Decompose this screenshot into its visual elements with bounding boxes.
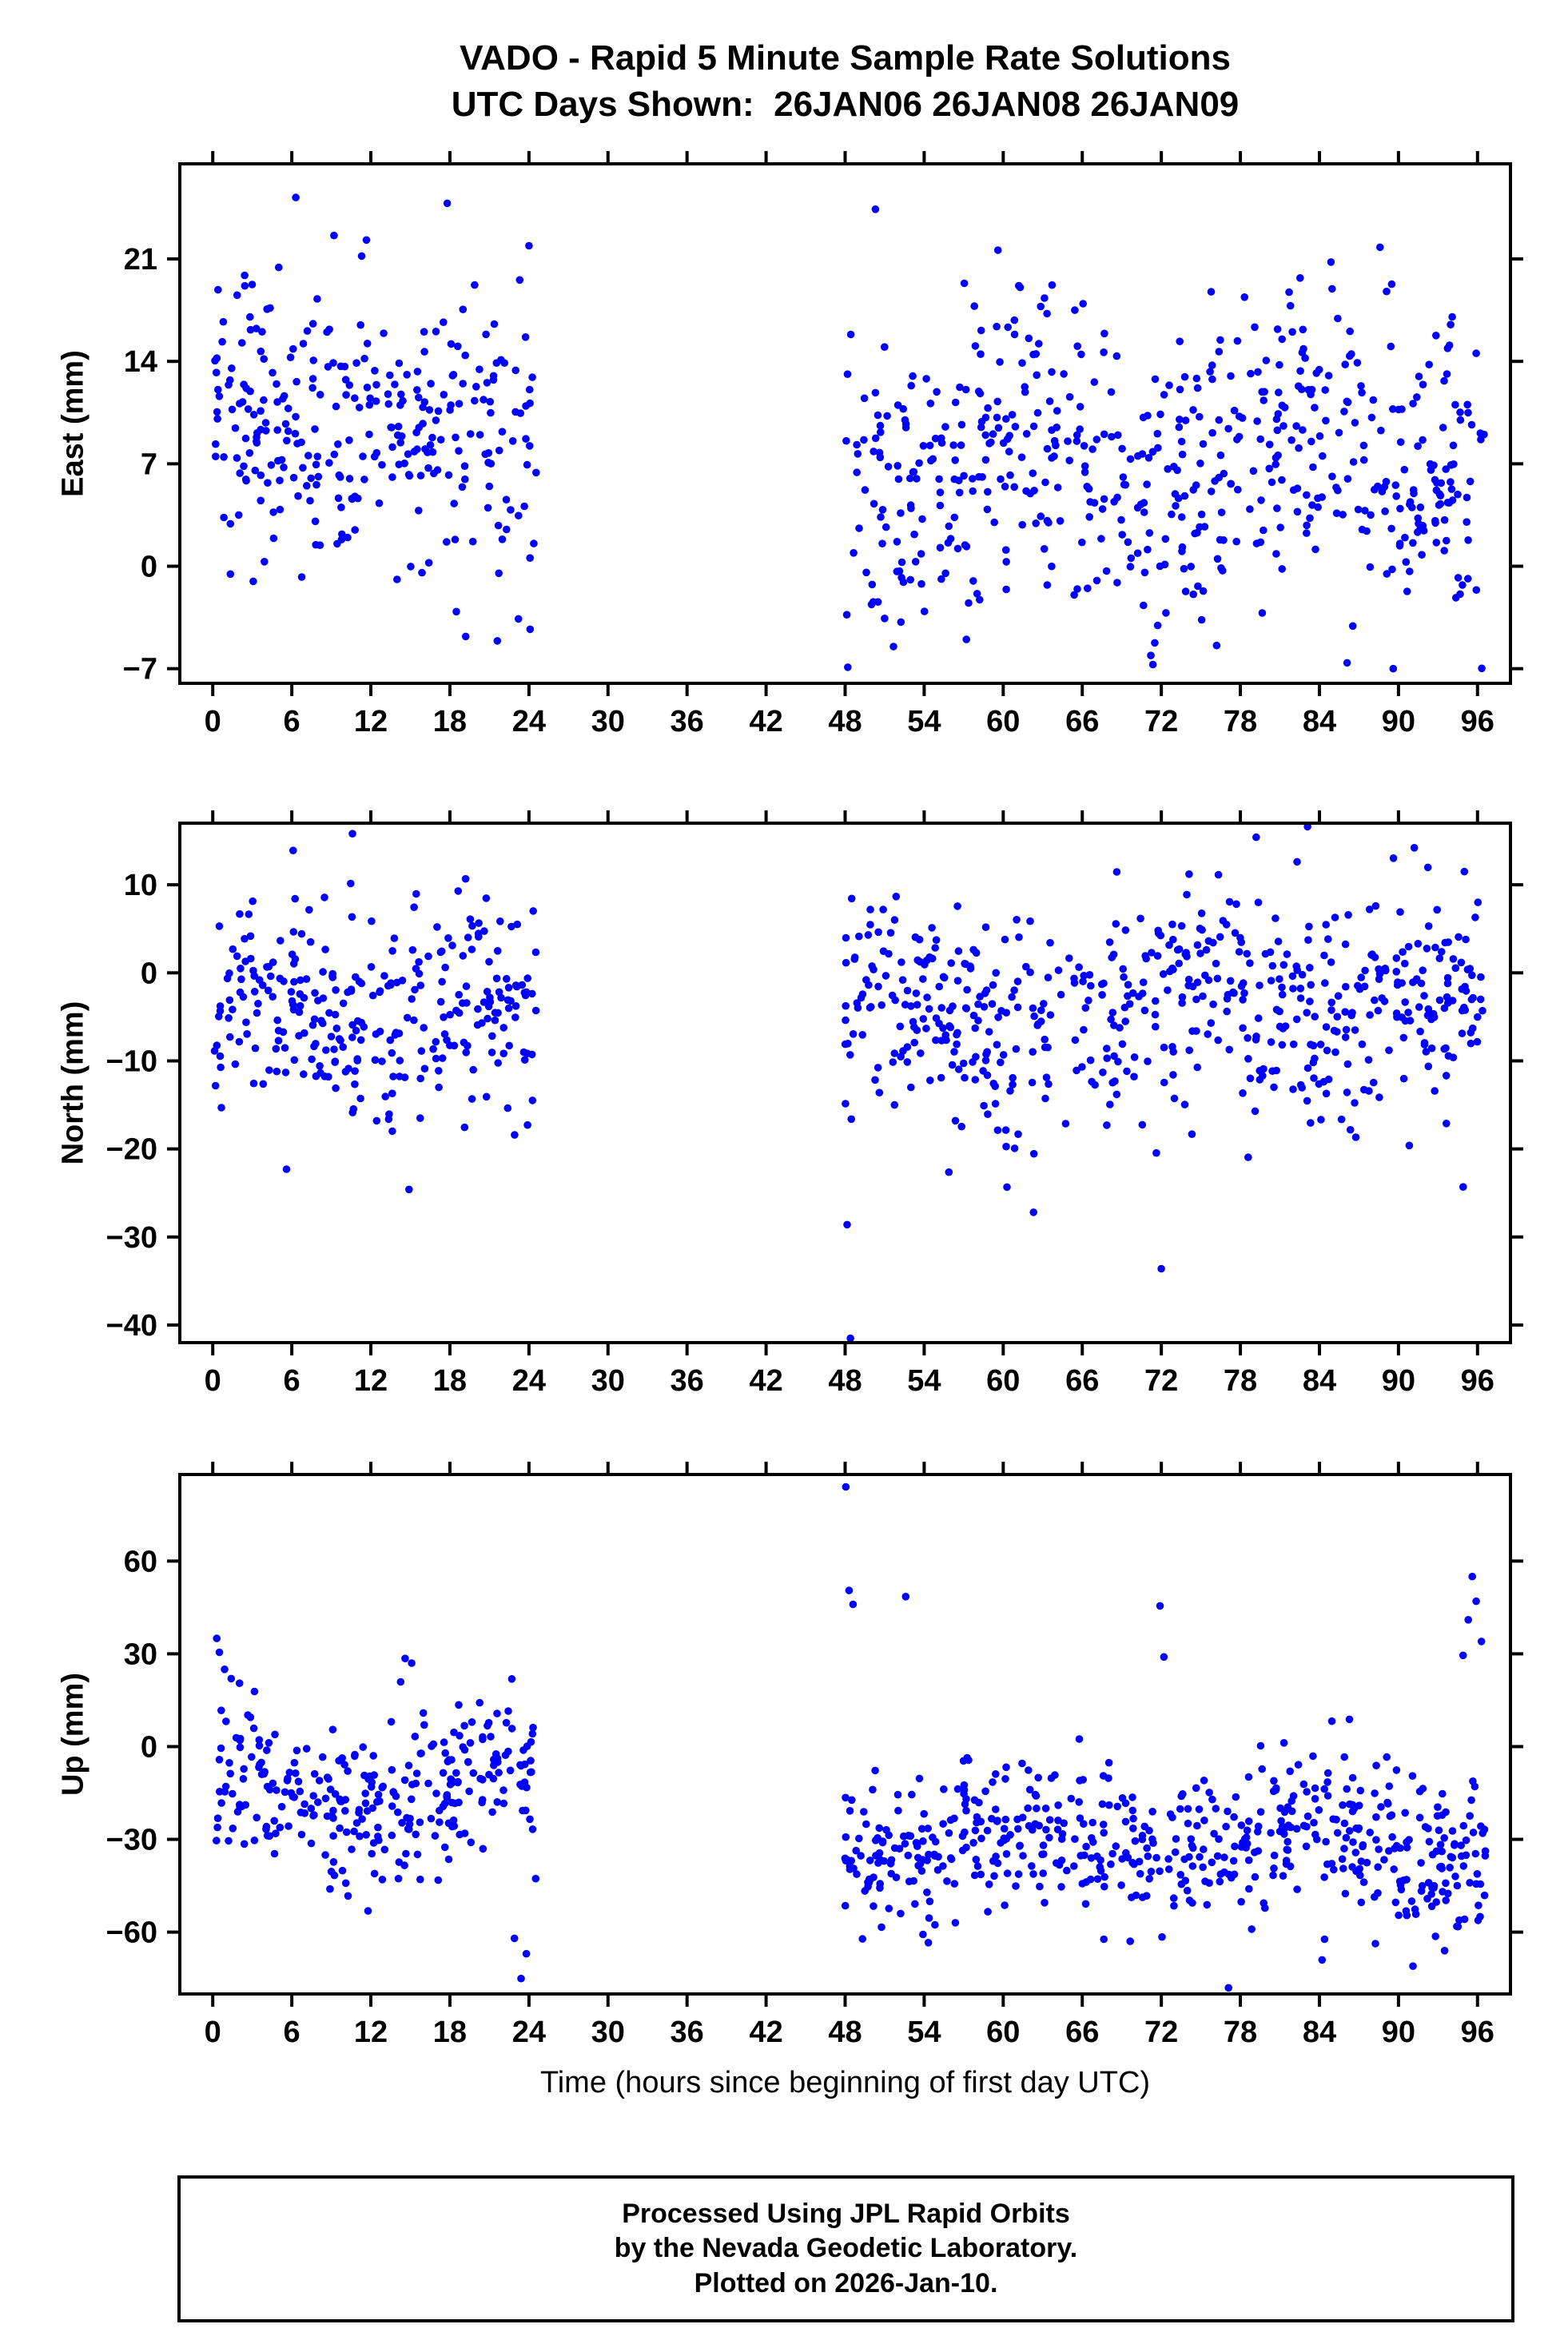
- svg-text:0: 0: [205, 705, 221, 738]
- svg-text:96: 96: [1461, 705, 1494, 738]
- svg-text:−20: −20: [106, 1133, 157, 1167]
- footer-box: Processed Using JPL Rapid Orbits by the …: [177, 2175, 1514, 2322]
- svg-text:−30: −30: [106, 1221, 157, 1255]
- svg-text:60: 60: [986, 2016, 1020, 2049]
- svg-text:42: 42: [749, 705, 782, 738]
- svg-text:−7: −7: [123, 653, 157, 686]
- svg-text:24: 24: [512, 705, 546, 738]
- svg-text:14: 14: [124, 345, 157, 379]
- chart-title-line1: VADO - Rapid 5 Minute Sample Rate Soluti…: [460, 38, 1231, 78]
- svg-text:78: 78: [1224, 2016, 1257, 2049]
- svg-text:96: 96: [1461, 2016, 1494, 2049]
- svg-text:48: 48: [828, 2016, 862, 2049]
- svg-text:60: 60: [124, 1545, 157, 1578]
- ylabel-up: Up (mm): [56, 1672, 90, 1797]
- svg-text:96: 96: [1461, 1364, 1494, 1398]
- chart-title: VADO - Rapid 5 Minute Sample Rate Soluti…: [180, 35, 1510, 128]
- footer-line2: by the Nevada Geodetic Laboratory.: [614, 2233, 1078, 2264]
- svg-text:18: 18: [433, 2016, 467, 2049]
- svg-text:−60: −60: [106, 1916, 157, 1950]
- svg-text:−40: −40: [106, 1309, 157, 1343]
- svg-text:12: 12: [354, 1364, 388, 1398]
- svg-text:42: 42: [749, 1364, 782, 1398]
- svg-text:42: 42: [749, 2016, 782, 2049]
- svg-text:6: 6: [284, 2016, 300, 2049]
- svg-text:60: 60: [986, 705, 1020, 738]
- svg-text:90: 90: [1382, 2016, 1415, 2049]
- svg-text:12: 12: [354, 705, 388, 738]
- svg-text:0: 0: [205, 2016, 221, 2049]
- svg-text:36: 36: [671, 1364, 704, 1398]
- svg-text:10: 10: [124, 869, 157, 902]
- svg-text:6: 6: [284, 705, 300, 738]
- svg-text:72: 72: [1144, 2016, 1178, 2049]
- svg-text:84: 84: [1303, 1364, 1336, 1398]
- ylabel-east: East (mm): [56, 350, 90, 497]
- svg-text:54: 54: [907, 2016, 941, 2049]
- svg-text:54: 54: [907, 1364, 941, 1398]
- svg-text:48: 48: [828, 705, 862, 738]
- svg-text:24: 24: [512, 2016, 546, 2049]
- svg-text:21: 21: [124, 243, 157, 277]
- svg-text:90: 90: [1382, 1364, 1415, 1398]
- svg-text:90: 90: [1382, 705, 1415, 738]
- svg-text:78: 78: [1224, 1364, 1257, 1398]
- svg-text:36: 36: [671, 2016, 704, 2049]
- svg-text:−30: −30: [106, 1824, 157, 1857]
- svg-text:24: 24: [512, 1364, 546, 1398]
- svg-text:48: 48: [828, 1364, 862, 1398]
- svg-text:36: 36: [671, 705, 704, 738]
- svg-text:54: 54: [907, 705, 941, 738]
- x-axis-label: Time (hours since beginning of first day…: [539, 2066, 1151, 2099]
- svg-text:0: 0: [141, 1730, 157, 1764]
- svg-text:66: 66: [1065, 1364, 1099, 1398]
- svg-text:−10: −10: [106, 1045, 157, 1078]
- footer-line3: Plotted on 2026-Jan-10.: [694, 2267, 998, 2298]
- svg-text:66: 66: [1065, 2016, 1099, 2049]
- footer-line1: Processed Using JPL Rapid Orbits: [622, 2198, 1070, 2229]
- svg-text:84: 84: [1303, 2016, 1336, 2049]
- svg-text:30: 30: [591, 1364, 625, 1398]
- svg-text:30: 30: [591, 705, 625, 738]
- svg-text:12: 12: [354, 2016, 388, 2049]
- ylabel-north: North (mm): [56, 1001, 90, 1165]
- svg-text:72: 72: [1144, 705, 1178, 738]
- svg-text:0: 0: [141, 551, 157, 584]
- svg-text:66: 66: [1065, 705, 1099, 738]
- svg-text:72: 72: [1144, 1364, 1178, 1398]
- svg-text:7: 7: [141, 448, 157, 481]
- svg-text:0: 0: [205, 1364, 221, 1398]
- svg-text:18: 18: [433, 1364, 467, 1398]
- svg-text:84: 84: [1303, 705, 1336, 738]
- svg-text:60: 60: [986, 1364, 1020, 1398]
- svg-text:30: 30: [124, 1638, 157, 1671]
- svg-text:18: 18: [433, 705, 467, 738]
- svg-text:0: 0: [141, 957, 157, 990]
- svg-text:30: 30: [591, 2016, 625, 2049]
- svg-text:6: 6: [284, 1364, 300, 1398]
- svg-text:78: 78: [1224, 705, 1257, 738]
- chart-title-line2: UTC Days Shown: 26JAN06 26JAN08 26JAN09: [451, 85, 1240, 125]
